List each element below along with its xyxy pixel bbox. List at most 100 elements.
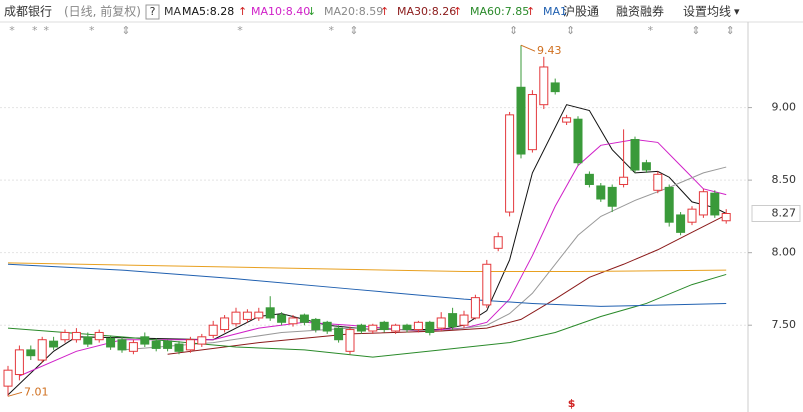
candle-body [448,313,458,328]
candle-body [185,339,195,351]
y-tick-label: 8.00 [772,246,797,259]
candle-body [322,321,332,332]
link[interactable]: 沪股通 [563,5,599,19]
candle-body [687,208,697,223]
candle-body [676,214,686,233]
candle-body [630,139,640,171]
candle-body [619,176,629,185]
candle-body [163,340,173,349]
candle-body [356,324,366,332]
candle-body [573,118,583,164]
y-tick-label: 8.50 [772,173,797,186]
candle-body [334,327,344,341]
candle-body [288,317,298,325]
indicator-arrow: ↑ [453,5,462,18]
ma-line [7,262,727,273]
event-marker: ⇕ [691,24,700,37]
last-price-box [751,205,801,222]
candle-body [527,94,537,151]
event-marker: ⇕ [509,24,518,37]
event-marker: * [9,24,15,37]
candle-body [83,336,93,345]
candle-body [710,192,720,216]
candle-body [220,317,230,331]
event-marker: * [32,24,38,37]
annotation-arrow [520,44,536,52]
candle-body [345,329,355,352]
ma-line [7,273,727,358]
event-marker: ⇕ [349,24,358,37]
candle-body [197,336,207,345]
candle-body [106,337,116,348]
candle-body [436,317,446,329]
ma-line [19,139,727,377]
indicator: MA1 [543,5,567,18]
indicator: MA60:7.85 [470,5,529,18]
last-price-label: 8.27 [772,207,797,220]
event-marker: * [89,24,95,37]
candle-body [265,307,275,319]
event-marker: * [328,24,334,37]
ma-line [7,104,727,396]
candle-body [607,186,617,207]
stock-name: 成都银行 [4,5,52,19]
candle-body [402,324,412,331]
candle-body [254,311,264,319]
candle-body [413,321,423,331]
candle-body [3,369,13,387]
candle-body [14,349,24,376]
indicator-arrow: ↓ [307,5,316,18]
candle-body [49,340,59,348]
period: (日线, 前复权) [64,4,141,19]
dropdown[interactable]: ▾ [734,5,740,18]
ma-line [167,214,727,355]
candle-body [482,263,492,306]
help-box[interactable] [145,4,160,20]
candle-body [550,82,560,93]
indicator-arrow: ↑ [526,5,535,18]
indicator: MA30:8.26 [397,5,456,18]
candle-body [231,311,241,325]
bottom-marker: $ [568,397,576,410]
link[interactable]: 设置均线 [683,5,731,19]
y-tick-label: 7.50 [772,318,797,331]
event-marker: ⇕ [566,24,575,37]
candle-body [242,311,252,320]
candle-body [653,173,663,191]
candle-body [277,314,287,323]
candle-body [368,324,378,332]
candle-body [94,331,104,341]
candle-body [562,117,572,123]
help[interactable]: ? [150,5,156,18]
candle-body [584,173,594,185]
candle-body [493,236,503,249]
candle-body [379,321,389,331]
candle-body [470,297,480,319]
candle-body [26,349,36,357]
event-marker: * [43,24,49,37]
event-marker: * [648,24,654,37]
indicator: MA5:8.28 [182,5,234,18]
event-marker: ⇕ [121,24,130,37]
annotation-arrow [7,391,23,397]
event-marker: * [237,24,243,37]
indicator: MA20:8.59 [324,5,383,18]
candle-body [664,186,674,223]
candle-body [721,213,731,222]
candle-body [391,324,401,332]
candle-body [459,314,469,326]
annotation-label: 9.43 [537,44,562,57]
event-marker: ⇕ [726,24,735,37]
candle-body [128,342,138,352]
indicator: MA10:8.40 [251,5,310,18]
candle-body [641,162,651,171]
ma-line [7,263,727,307]
link[interactable]: 融资融券 [616,4,664,19]
indicator-arrow: ↑ [238,5,247,18]
candle-body [698,191,708,216]
candle-body [37,339,47,361]
candle-body [425,321,435,333]
ma-label: MA [164,5,181,18]
candle-body [311,318,321,331]
